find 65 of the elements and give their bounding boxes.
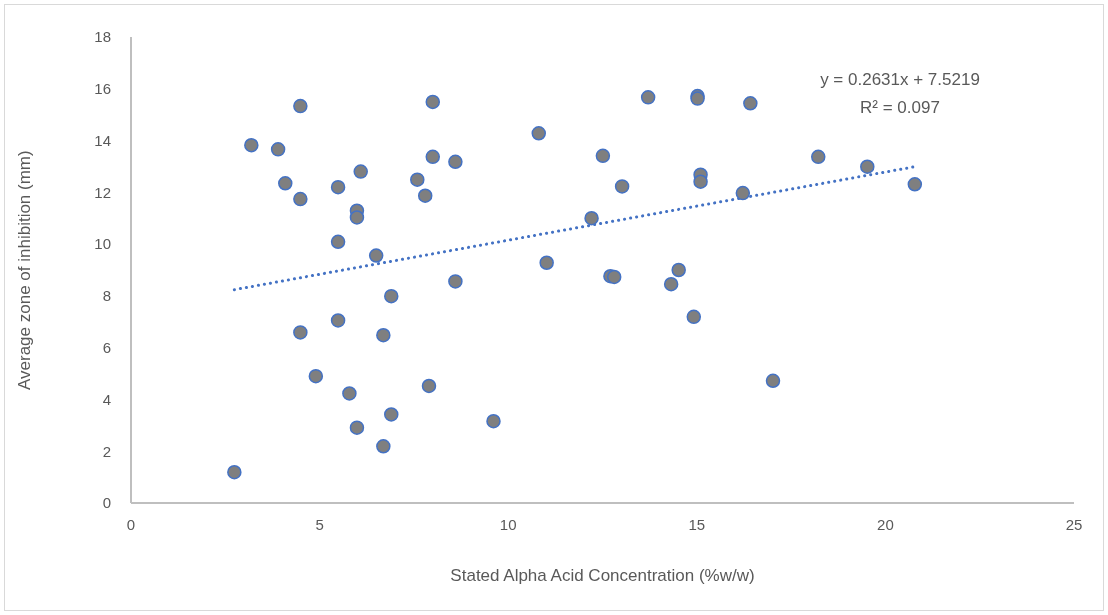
y-tick-label: 12: [94, 183, 111, 201]
y-tick-label: 16: [94, 80, 111, 98]
point: [486, 413, 501, 429]
point: [330, 313, 346, 328]
y-axis-title: Average zone of inhibition (mm): [15, 150, 35, 390]
point: [293, 98, 308, 114]
point: [330, 179, 346, 195]
y-tick-label: 6: [102, 338, 111, 356]
y-tick-label: 18: [94, 28, 111, 46]
x-tick-label: 10: [499, 515, 517, 533]
point: [614, 179, 630, 194]
x-tick-label: 20: [877, 515, 894, 533]
point: [227, 464, 242, 480]
point: [293, 191, 308, 207]
point: [376, 439, 391, 454]
point: [671, 262, 686, 278]
point: [663, 276, 679, 292]
point: [448, 274, 463, 289]
x-tick-label: 5: [315, 515, 324, 533]
point: [384, 407, 399, 422]
point: [425, 94, 441, 110]
point: [417, 188, 433, 203]
x-tick-label: 0: [126, 515, 136, 533]
x-tick-label: 15: [688, 515, 706, 533]
point: [349, 210, 365, 225]
point: [735, 185, 751, 201]
point: [606, 269, 622, 285]
y-tick-label: 0: [102, 494, 111, 512]
point: [539, 255, 554, 270]
point: [584, 210, 599, 226]
point: [765, 373, 781, 389]
point: [293, 325, 308, 340]
point: [278, 176, 293, 191]
point: [368, 248, 384, 263]
annotation: y = 0.2631x + 7.5219: [819, 70, 981, 90]
point: [531, 126, 546, 141]
point: [353, 164, 368, 179]
point: [448, 154, 463, 170]
point: [384, 288, 399, 304]
y-tick-label: 2: [102, 442, 111, 460]
y-tick-label: 14: [94, 131, 111, 149]
point: [907, 177, 923, 192]
point: [595, 148, 611, 164]
point: [743, 96, 758, 111]
point: [410, 172, 425, 187]
point: [342, 386, 357, 401]
y-tick-label: 4: [102, 390, 111, 408]
x-tick-label: 25: [1065, 515, 1083, 533]
point: [860, 159, 875, 174]
y-tick-label: 10: [94, 235, 111, 253]
point: [421, 378, 437, 394]
annotation: R² = 0.097: [859, 98, 941, 118]
point: [376, 327, 391, 343]
point: [693, 174, 708, 189]
point: [270, 142, 286, 157]
point: [308, 368, 324, 384]
point: [811, 149, 826, 165]
point: [349, 420, 365, 435]
x-axis-title: Stated Alpha Acid Concentration (%w/w): [450, 566, 755, 585]
point: [425, 149, 441, 165]
point: [640, 90, 656, 105]
point: [330, 234, 346, 250]
point: [244, 137, 259, 153]
y-tick-label: 8: [102, 287, 111, 305]
point: [686, 309, 702, 325]
